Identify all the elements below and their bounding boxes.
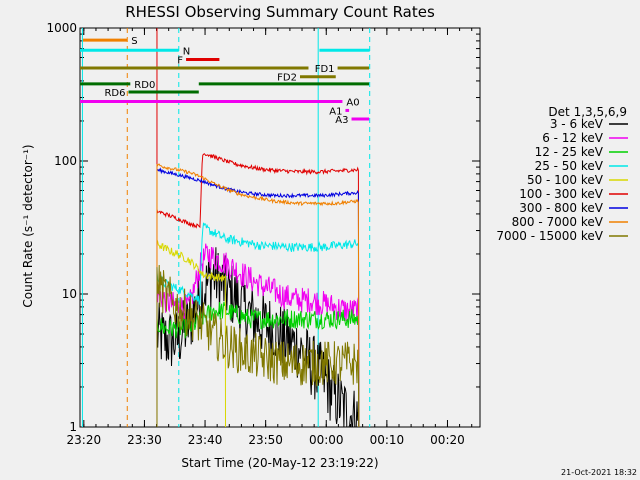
flag-label-n: N (183, 46, 190, 57)
x-tick-label: 23:20 (67, 433, 102, 447)
legend-label: 25 - 50 keV (535, 159, 604, 173)
footer-date: 21-Oct-2021 18:32 (561, 468, 637, 477)
series-line (156, 264, 360, 427)
x-tick-label: 00:00 (309, 433, 344, 447)
flag-label-s: S (131, 36, 137, 47)
legend-label: 50 - 100 keV (527, 173, 604, 187)
legend-label: 100 - 300 keV (519, 187, 603, 201)
y-axis-label: Count Rate (s⁻¹ detector⁻¹) (21, 144, 35, 307)
x-tick-label: 23:30 (127, 433, 162, 447)
plot-frame (79, 27, 481, 428)
x-tick-label: 23:40 (188, 433, 223, 447)
flag-label-fd1: FD1 (315, 64, 335, 75)
plot-area: 1 10 100 1000 23:20 23:30 23:40 23:50 00:00 00:10… (46, 21, 481, 447)
legend-title: Det 1,3,5,6,9 (548, 105, 627, 119)
x-tick-label: 00:10 (370, 433, 405, 447)
y-tick-label: 100 (54, 154, 77, 168)
legend-label: 800 - 7000 keV (512, 215, 604, 229)
x-axis-label: Start Time (20-May-12 23:19:22) (181, 456, 378, 470)
legend-label: 3 - 6 keV (550, 117, 604, 131)
flag-label-a1: A1 (329, 106, 342, 117)
chart-title: RHESSI Observing Summary Count Rates (125, 3, 435, 21)
legend-label: 7000 - 15000 keV (496, 229, 603, 243)
flag-label-rd6: RD6 (104, 88, 125, 99)
series-line (156, 222, 360, 427)
flag-label-f: F (177, 55, 183, 66)
flag-label-a3: A3 (335, 115, 348, 126)
series-line (156, 167, 360, 427)
legend-label: 12 - 25 keV (535, 145, 604, 159)
legend-label: 6 - 12 keV (542, 131, 604, 145)
flag-label-rd0: RD0 (134, 80, 155, 91)
x-tick-label: 23:50 (248, 433, 283, 447)
y-tick-label: 1000 (46, 21, 77, 35)
y-tick-label: 10 (62, 287, 77, 301)
y-tick-label: 1 (69, 420, 77, 434)
series-line (156, 152, 360, 427)
series-line (156, 239, 226, 427)
legend-label: 300 - 800 keV (519, 201, 603, 215)
series-line (156, 163, 360, 427)
flag-label-fd2: FD2 (277, 73, 297, 84)
flag-label-a0: A0 (346, 98, 359, 109)
x-tick-label: 00:20 (430, 433, 465, 447)
series-line (156, 301, 360, 427)
plot-content (80, 28, 371, 427)
